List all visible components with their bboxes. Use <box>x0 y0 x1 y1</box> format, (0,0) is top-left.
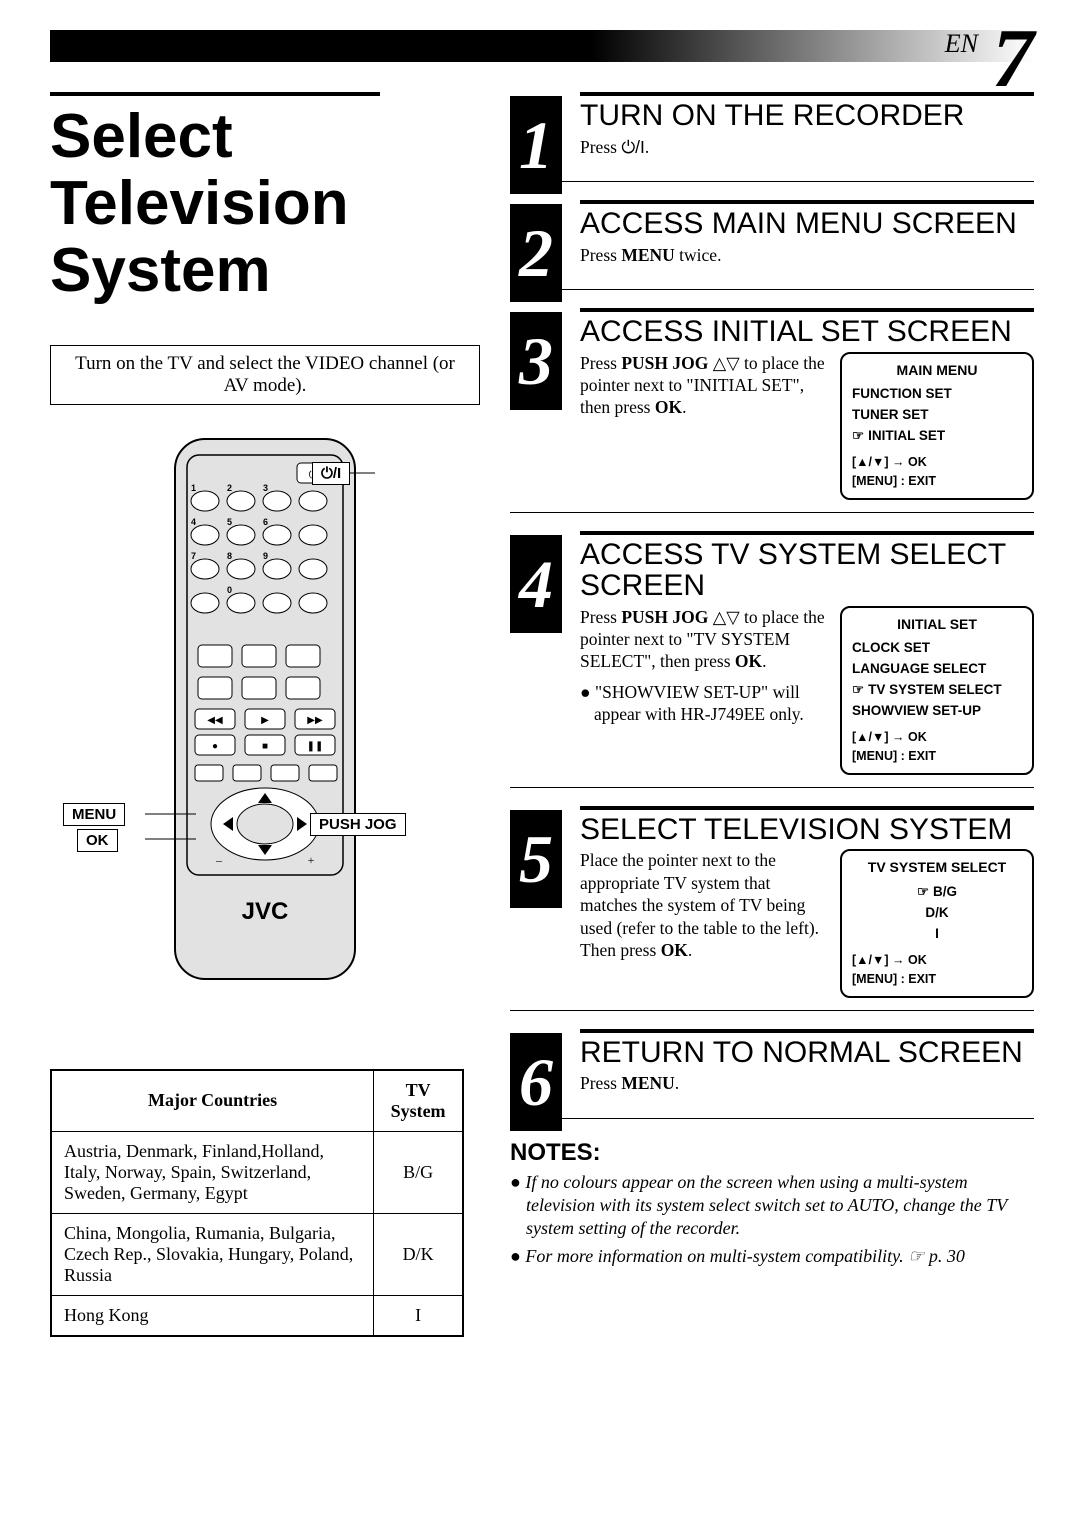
page-title: Select Television System <box>50 104 480 305</box>
step-text: Press PUSH JOG △▽ to place the pointer n… <box>580 352 826 419</box>
menu-box: TV SYSTEM SELECTB/GD/KI[▲/▼] → OK[MENU] … <box>840 849 1034 997</box>
th-system: TV System <box>374 1070 463 1131</box>
step: 2ACCESS MAIN MENU SCREENPress MENU twice… <box>510 200 1034 290</box>
svg-text:JVC: JVC <box>242 898 289 925</box>
svg-text:❚❚: ❚❚ <box>307 741 324 752</box>
table-row: Hong KongI <box>52 1295 463 1335</box>
step-text: Place the pointer next to the appropriat… <box>580 849 826 961</box>
step-number: 4 <box>510 535 562 633</box>
step-number: 5 <box>510 810 562 908</box>
svg-text:9: 9 <box>263 551 268 561</box>
svg-text:■: ■ <box>262 741 268 752</box>
svg-text:7: 7 <box>191 551 196 561</box>
notes-title: NOTES: <box>510 1139 1034 1167</box>
step-title: SELECT TELEVISION SYSTEM <box>580 806 1034 846</box>
svg-text:3: 3 <box>263 483 268 493</box>
svg-text:6: 6 <box>263 517 268 527</box>
step-number: 6 <box>510 1033 562 1131</box>
notes-list: If no colours appear on the screen when … <box>510 1171 1034 1269</box>
step-bullet: ● "SHOWVIEW SET-UP" will appear with HR-… <box>580 681 826 726</box>
header-gradient-bar <box>50 30 1034 62</box>
callout-pushjog: PUSH JOG <box>310 813 406 836</box>
td-system: D/K <box>374 1213 463 1295</box>
step-number: 1 <box>510 96 562 194</box>
step-text: Press MENU twice. <box>580 244 1034 266</box>
tv-system-table: Major Countries TV System Austria, Denma… <box>50 1069 464 1337</box>
step-number: 2 <box>510 204 562 302</box>
td-countries: Hong Kong <box>52 1295 374 1335</box>
title-rule <box>50 92 380 96</box>
svg-text:1: 1 <box>191 483 196 493</box>
notes-item: If no colours appear on the screen when … <box>510 1171 1034 1241</box>
step-title: ACCESS TV SYSTEM SELECT SCREEN <box>580 531 1034 602</box>
step: 1TURN ON THE RECORDERPress ⏻/I. <box>510 92 1034 182</box>
svg-text:+: + <box>308 853 315 867</box>
menu-box: MAIN MENUFUNCTION SETTUNER SETINITIAL SE… <box>840 352 1034 500</box>
step: 4 ACCESS TV SYSTEM SELECT SCREENPress PUS… <box>510 531 1034 788</box>
td-system: B/G <box>374 1131 463 1213</box>
svg-text:4: 4 <box>191 517 196 527</box>
step-title: ACCESS INITIAL SET SCREEN <box>580 308 1034 348</box>
instruction-text: Turn on the TV and select the VIDEO chan… <box>75 353 455 396</box>
td-countries: Austria, Denmark, Finland,Holland, Italy… <box>52 1131 374 1213</box>
step-number: 3 <box>510 312 562 410</box>
step-text: Press ⏻/I. <box>580 136 1034 158</box>
callout-menu: MENU <box>63 803 125 826</box>
instruction-box: Turn on the TV and select the VIDEO chan… <box>50 345 480 405</box>
step-title: RETURN TO NORMAL SCREEN <box>580 1029 1034 1069</box>
svg-text:◀◀: ◀◀ <box>207 715 223 726</box>
table-row: Austria, Denmark, Finland,Holland, Italy… <box>52 1131 463 1213</box>
remote-diagram: ⏻/I 1234567890◀◀▶▶▶●■❚❚ JVC – + <box>50 429 480 999</box>
step-title: TURN ON THE RECORDER <box>580 92 1034 132</box>
step-text: Press MENU. <box>580 1072 1034 1094</box>
svg-text:8: 8 <box>227 551 232 561</box>
svg-text:2: 2 <box>227 483 232 493</box>
svg-text:0: 0 <box>227 585 232 595</box>
step: 5 SELECT TELEVISION SYSTEMPlace the point… <box>510 806 1034 1011</box>
table-row: China, Mongolia, Rumania, Bulgaria, Czec… <box>52 1213 463 1295</box>
page-lang: EN <box>945 29 978 59</box>
step-title: ACCESS MAIN MENU SCREEN <box>580 200 1034 240</box>
th-countries: Major Countries <box>52 1070 374 1131</box>
svg-text:●: ● <box>212 741 218 752</box>
step: 6RETURN TO NORMAL SCREENPress MENU. <box>510 1029 1034 1119</box>
svg-text:▶: ▶ <box>261 715 269 726</box>
step: 3 ACCESS INITIAL SET SCREENPress PUSH JOG… <box>510 308 1034 513</box>
td-countries: China, Mongolia, Rumania, Bulgaria, Czec… <box>52 1213 374 1295</box>
td-system: I <box>374 1295 463 1335</box>
svg-text:▶▶: ▶▶ <box>307 715 323 726</box>
step-text: Press PUSH JOG △▽ to place the pointer n… <box>580 606 826 673</box>
callout-power: ⏻/I <box>312 462 350 485</box>
menu-box: INITIAL SETCLOCK SETLANGUAGE SELECTTV SY… <box>840 606 1034 775</box>
notes-item: For more information on multi-system com… <box>510 1245 1034 1268</box>
svg-text:–: – <box>215 853 223 867</box>
callout-ok: OK <box>77 829 118 852</box>
svg-text:5: 5 <box>227 517 232 527</box>
